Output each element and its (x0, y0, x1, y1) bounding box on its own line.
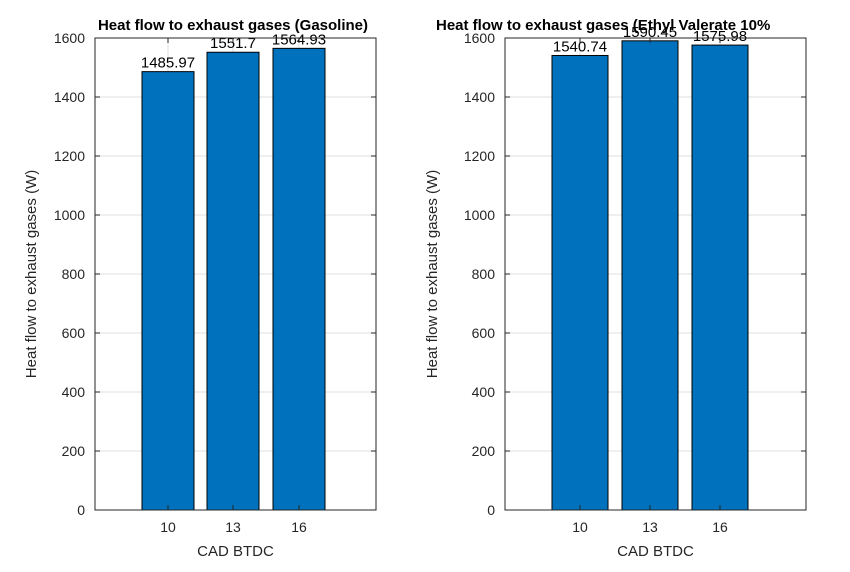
bar-10 (141, 71, 195, 511)
x-tick-label: 13 (225, 519, 241, 535)
y-tick-label: 1000 (464, 207, 495, 223)
y-tick-label: 1200 (464, 148, 495, 164)
y-tick-label: 0 (77, 502, 85, 518)
data-label: 1485.97 (141, 55, 195, 72)
bar-10 (551, 54, 609, 511)
x-tick-label: 13 (642, 519, 658, 535)
y-tick-label: 600 (62, 325, 86, 341)
y-tick-label: 1200 (54, 148, 85, 164)
y-tick-label: 1400 (464, 89, 495, 105)
axes-box (504, 37, 807, 511)
y-tick-label: 400 (472, 384, 496, 400)
chart-title: Heat flow to exhaust gases (Ethyl Valera… (436, 17, 770, 34)
chart-panel-1: 0 200 400 600 800 1000 1200 1400 1600 1485.97 1551… (23, 17, 377, 560)
bar-16 (272, 47, 326, 511)
y-tick-label: 200 (472, 443, 496, 459)
axes-box (94, 37, 377, 511)
y-tick-label: 1600 (54, 30, 85, 46)
y-tick-label: 600 (472, 325, 496, 341)
y-axis-label: Heat flow to exhaust gases (W) (424, 170, 441, 378)
y-tick-label: 1000 (54, 207, 85, 223)
x-tick-label: 10 (160, 519, 176, 535)
data-label: 1590.45 (623, 24, 677, 41)
y-tick-label: 1400 (54, 89, 85, 105)
x-tick-label: 16 (291, 519, 307, 535)
y-tick-label: 800 (472, 266, 496, 282)
bar-13 (206, 51, 260, 511)
y-tick-label: 200 (62, 443, 86, 459)
bar-16 (691, 44, 749, 511)
chart-panel-2: 0 200 400 600 800 1000 1200 1400 1600 1540.74 1590… (424, 17, 807, 560)
x-axis-label: CAD BTDC (197, 543, 274, 560)
data-label: 1575.98 (693, 28, 747, 45)
y-axis-label: Heat flow to exhaust gases (W) (23, 170, 40, 378)
x-axis-label: CAD BTDC (617, 543, 694, 560)
data-label: 1551.7 (210, 35, 256, 52)
chart-title: Heat flow to exhaust gases (Gasoline) (98, 17, 368, 34)
y-tick-label: 400 (62, 384, 86, 400)
x-tick-label: 16 (712, 519, 728, 535)
data-label: 1540.74 (553, 38, 607, 55)
x-tick-label: 10 (572, 519, 588, 535)
bar-13 (621, 40, 679, 511)
y-tick-label: 0 (487, 502, 495, 518)
y-tick-label: 1600 (464, 30, 495, 46)
y-tick-label: 800 (62, 266, 86, 282)
